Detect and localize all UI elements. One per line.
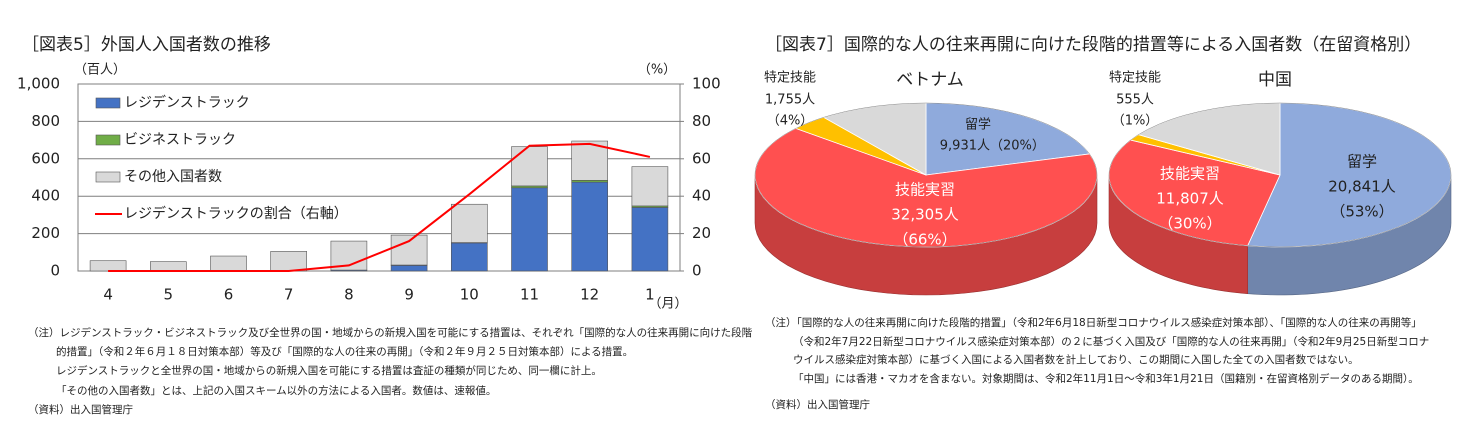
note: レジデンストラックと全世界の国・地域からの新規入国を可能にする措置は査証の種類が… (56, 364, 602, 377)
bar-segment (511, 187, 548, 272)
x-tick-label: 11 (520, 286, 539, 304)
slice-label: 留学 (1347, 153, 1377, 171)
y-tick-label: 1,000 (17, 75, 60, 93)
slice-label: 1,755人 (765, 93, 815, 108)
slice-label: （4%） (767, 114, 814, 129)
slice-label: 技能実習 (895, 181, 955, 199)
note: （注）レジデンストラック・ビジネストラック及び全世界の国・地域からの新規入国を可… (28, 326, 753, 339)
legend-label: ビジネストラック (124, 132, 236, 148)
plot-frame (77, 83, 681, 272)
note: 「中国」には香港・マカオを含まない。対象期間は、令和2年11月1日～令和3年1月… (793, 372, 1419, 385)
legend-label: レジデンストラックの割合（右軸） (124, 205, 348, 222)
bar-segment (571, 181, 609, 272)
note: （注）「国際的な人の往来再開に向けた段階的措置」（令和2年6月18日新型コロナウ… (765, 316, 1422, 329)
bar-segment (150, 261, 187, 272)
bar-segment (511, 146, 548, 187)
y2-tick-label: 20 (692, 224, 711, 242)
legend-label: その他入国者数 (124, 169, 222, 185)
legend-label: レジデンストラック (124, 94, 250, 111)
slice-label: 特定技能 (1109, 71, 1161, 86)
x-axis-label: （月） (648, 297, 687, 312)
slice-label: 9,931人 (940, 139, 990, 154)
bar-segment (390, 234, 428, 266)
x-tick-label: 8 (344, 286, 354, 304)
bar-segment (631, 207, 669, 272)
x-tick-label: 9 (404, 286, 414, 304)
slice-label: 555人 (1116, 93, 1154, 108)
note: 「その他の入国者数」とは、上記の入国スキーム以外の方法による入国者。数値は、速報… (56, 384, 496, 397)
bar-segment (450, 242, 488, 272)
slice-label: （1%） (1112, 114, 1159, 129)
note: （令和2年7月22日新型コロナウイルス感染症対策本部）の２に基づく入国及び「国際… (793, 335, 1429, 348)
x-tick-label: 1 (645, 286, 655, 304)
y2-tick-label: 40 (692, 187, 711, 205)
source: （資料）出入国管理庁 (765, 398, 870, 411)
slice-label: 32,305人 (891, 206, 959, 224)
note: ウイルス感染症対策本部）に基づく入国による入国者数を計上しており、この期間に入国… (793, 353, 1359, 366)
y2-axis-label: （%） (638, 63, 676, 78)
y-tick-label: 200 (31, 224, 60, 242)
slice-label: （53%） (1330, 203, 1393, 221)
chart-title: ［図表7］国際的な人の往来再開に向けた段階的措置等による入国者数（在留資格別） (765, 35, 1421, 55)
slice-label: 20,841人 (1328, 178, 1396, 196)
slice-label: 11,807人 (1156, 190, 1224, 208)
chart-title: ［図表5］外国人入国者数の推移 (22, 35, 271, 55)
legend-swatch (95, 97, 121, 109)
x-tick-label: 10 (460, 286, 479, 304)
legend-swatch (95, 171, 121, 183)
bar-segment (631, 166, 669, 207)
pie-title: 中国 (1258, 70, 1292, 90)
x-tick-label: 12 (580, 286, 599, 304)
y2-tick-label: 100 (692, 75, 721, 93)
pie-outline (754, 102, 1098, 248)
y-tick-label: 400 (31, 187, 60, 205)
y2-tick-label: 0 (692, 262, 702, 280)
y-tick-label: 0 (50, 262, 60, 280)
slice-label: 留学 (965, 117, 991, 133)
x-tick-label: 5 (164, 286, 174, 304)
source: （資料）出入国管理庁 (28, 403, 133, 416)
y2-tick-label: 60 (692, 149, 711, 167)
x-tick-label: 4 (103, 286, 113, 304)
legend-swatch (95, 134, 121, 146)
slice-label: （20%） (990, 139, 1045, 154)
bar-segment (571, 140, 609, 181)
pie-title: ベトナム (896, 70, 964, 90)
x-tick-label: 6 (224, 286, 234, 304)
bar-segment (210, 255, 247, 272)
slice-label: （30%） (1158, 215, 1221, 233)
line-series (108, 142, 651, 272)
bar-segment (450, 203, 488, 243)
x-tick-label: 7 (284, 286, 294, 304)
y-tick-label: 800 (31, 112, 60, 130)
bar-segment (89, 260, 127, 272)
slice-label: （66%） (893, 231, 956, 249)
note: 的措置」（令和２年６月１８日対策本部）等及び「国際的な人の往来の再開」（令和２年… (56, 345, 633, 358)
bar-segment (390, 265, 428, 272)
y2-tick-label: 80 (692, 112, 711, 130)
y-axis-label: （百人） (74, 63, 126, 78)
slice-label: 技能実習 (1160, 165, 1220, 183)
slice-label: 特定技能 (764, 71, 816, 86)
bar-segment (270, 251, 308, 272)
pie-outline (1108, 102, 1452, 248)
y-tick-label: 600 (31, 149, 60, 167)
